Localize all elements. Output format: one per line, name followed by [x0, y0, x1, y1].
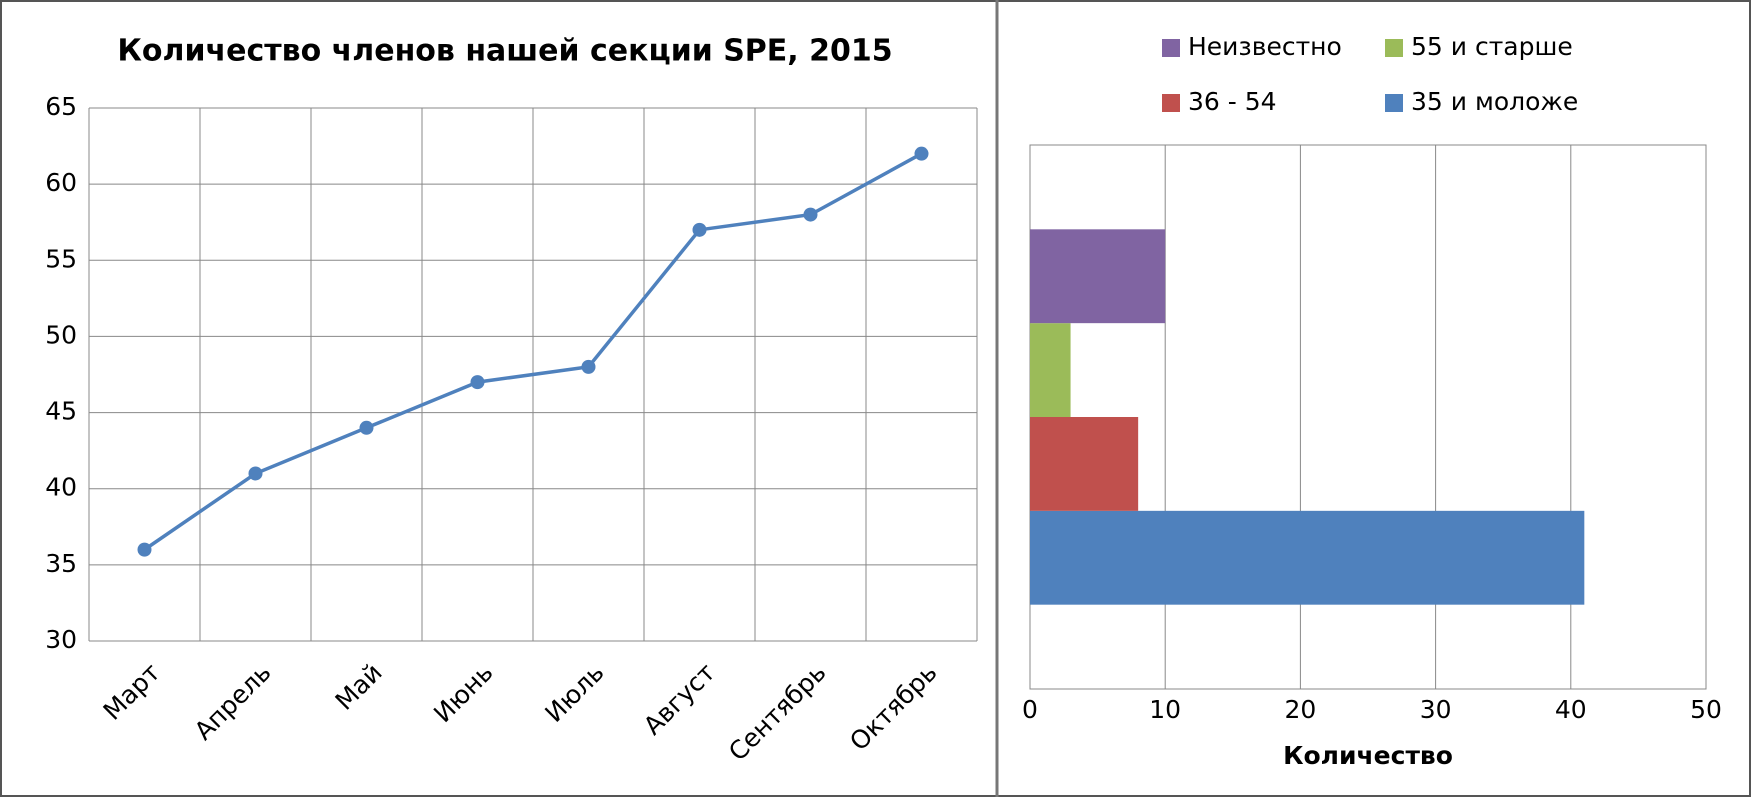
- legend-swatch: [1162, 94, 1180, 112]
- legend-label: 55 и старше: [1411, 32, 1573, 61]
- y-tick-label: 30: [45, 625, 77, 654]
- point: [581, 359, 596, 374]
- x-tick-label: 50: [1690, 695, 1722, 724]
- point: [914, 146, 929, 161]
- point: [137, 542, 152, 557]
- bar: [1030, 510, 1585, 605]
- x-tick-label: 40: [1555, 695, 1587, 724]
- point: [470, 375, 485, 390]
- chart-title: Количество членов нашей секции SPE, 2015: [117, 34, 892, 69]
- legend-swatch: [1385, 94, 1403, 112]
- point: [692, 222, 707, 237]
- y-tick-label: 60: [45, 168, 77, 197]
- x-tick-label: 10: [1149, 695, 1181, 724]
- bar: [1030, 323, 1071, 417]
- point: [248, 466, 263, 481]
- bar: [1030, 229, 1166, 324]
- y-tick-label: 45: [45, 397, 77, 426]
- y-tick-label: 55: [45, 244, 77, 273]
- x-tick-label: 30: [1420, 695, 1452, 724]
- y-tick-label: 50: [45, 320, 77, 349]
- y-tick-label: 40: [45, 473, 77, 502]
- x-tick-label: 20: [1284, 695, 1316, 724]
- legend-swatch: [1162, 39, 1180, 57]
- point: [803, 207, 818, 222]
- x-axis-title: Количество: [1283, 741, 1453, 770]
- x-tick-label: 0: [1022, 695, 1038, 724]
- legend-label: Неизвестно: [1188, 32, 1342, 61]
- y-tick-label: 65: [45, 92, 77, 121]
- bar: [1030, 417, 1139, 511]
- legend-label: 35 и моложе: [1411, 87, 1578, 116]
- line: [143, 152, 923, 552]
- point: [359, 420, 374, 435]
- legend-swatch: [1385, 39, 1403, 57]
- y-tick-label: 35: [45, 549, 77, 578]
- legend-label: 36 - 54: [1188, 87, 1277, 116]
